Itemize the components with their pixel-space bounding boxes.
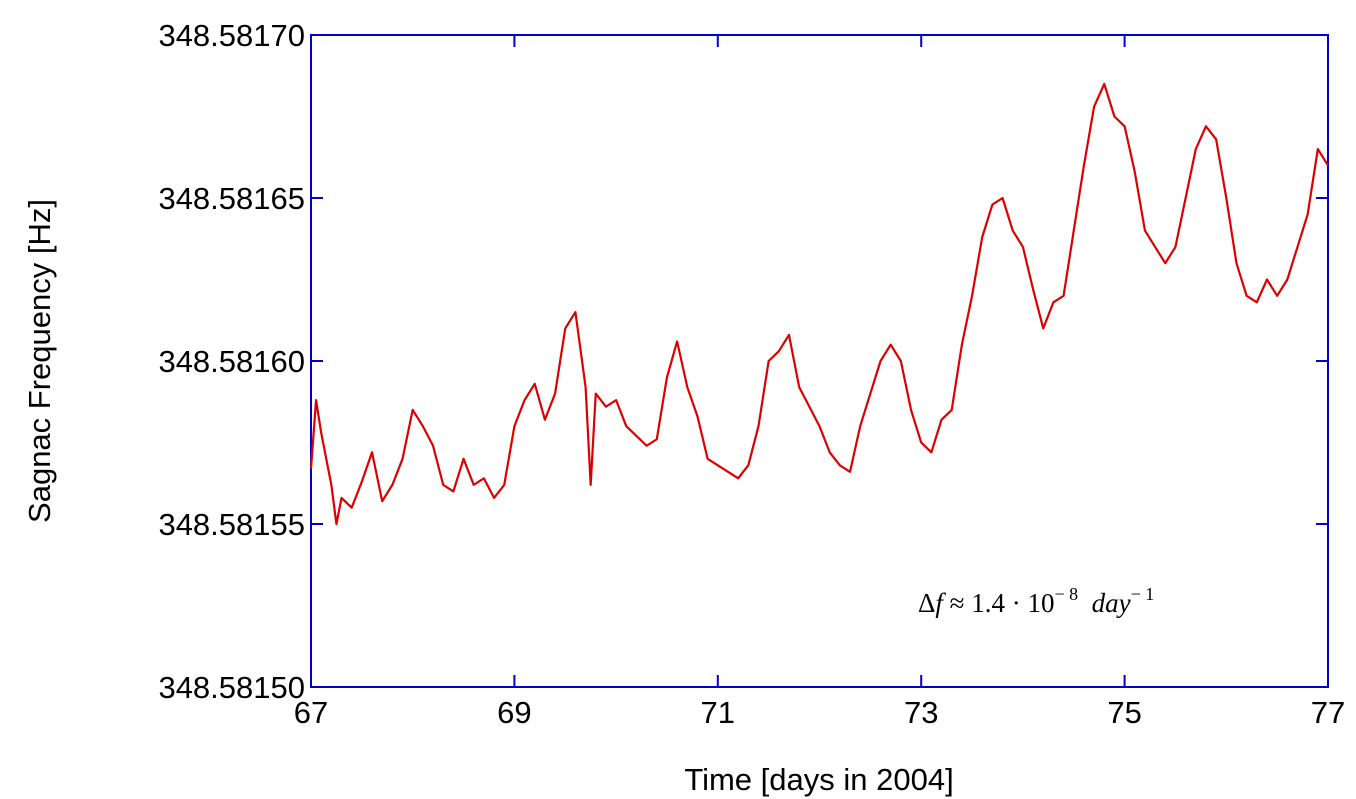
annotation-part: − 8: [1054, 584, 1078, 604]
x-tick-label: 67: [294, 695, 328, 730]
x-tick-label: 69: [497, 695, 531, 730]
annotation: Δf ≈ 1.4 · 10− 8 day− 1: [918, 584, 1154, 618]
annotation-part: f: [935, 588, 946, 618]
annotation-part: − 1: [1131, 584, 1155, 604]
plot-frame: [310, 34, 1329, 688]
x-tick-label: 73: [904, 695, 938, 730]
x-tick-label: 77: [1311, 695, 1345, 730]
data-line: [309, 82, 1329, 526]
annotation-part: ≈ 1.4 · 10: [943, 588, 1055, 618]
x-axis-label: Time [days in 2004]: [684, 762, 953, 797]
y-tick-label: 348.58165: [158, 181, 305, 216]
y-tick-label: 348.58170: [158, 18, 305, 53]
annotation-part: Δ: [918, 588, 935, 618]
x-tick-label: 71: [701, 695, 735, 730]
y-axis-label: Sagnac Frequency [Hz]: [22, 199, 57, 523]
y-tick-label: 348.58155: [158, 507, 305, 542]
y-tick-label: 348.58160: [158, 344, 305, 379]
annotation-part: day: [1078, 588, 1131, 618]
x-tick-label: 75: [1107, 695, 1141, 730]
y-tick-label: 348.58150: [158, 670, 305, 705]
